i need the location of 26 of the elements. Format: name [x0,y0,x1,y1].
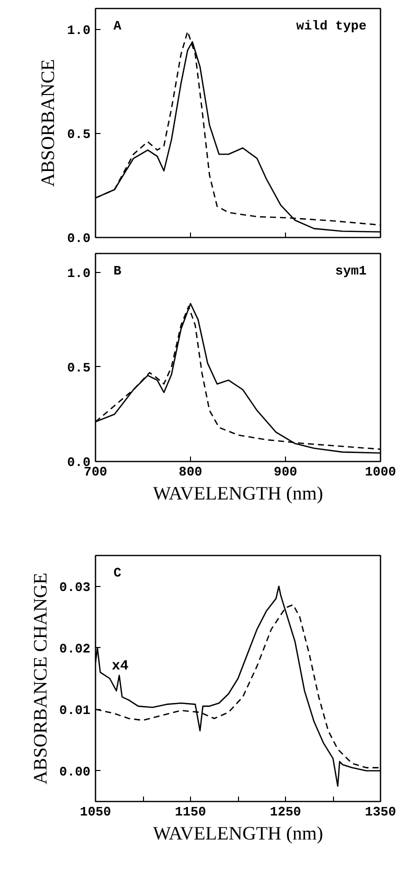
annotation: C [114,566,122,580]
y-tick-label: 1.0 [67,22,91,38]
annotation: x4 [112,658,129,674]
x-axis-title: WAVELENGTH (nm) [152,484,324,504]
y-tick-label: 1.0 [67,266,91,281]
y-tick-label: 0.02 [59,641,91,656]
x-tick-label: 1350 [364,804,396,820]
x-axis-title: WAVELENGTH (nm) [152,824,324,844]
x-tick-label: 1250 [270,804,302,820]
y-axis-title: ABSORBANCE CHANGE [30,572,52,784]
y-tick-label: 0.5 [67,126,91,142]
annotation: sym1 [335,264,367,278]
y-tick-label: 0.5 [67,360,91,376]
x-tick-label: 1000 [364,464,396,480]
y-tick-label: 0.0 [67,231,91,246]
x-tick-label: 800 [178,464,202,480]
x-tick-label: 1050 [80,804,112,820]
y-tick-label: 0.00 [59,764,91,780]
y-axis-title: ABSORBANCE [38,59,60,187]
x-tick-label: 900 [274,464,298,480]
annotation: wild type [296,18,367,34]
y-tick-label: 0.03 [59,580,91,595]
annotation: A [114,18,122,34]
x-tick-label: 1150 [174,804,206,820]
annotation: B [114,264,122,278]
y-tick-label: 0.01 [59,702,91,718]
